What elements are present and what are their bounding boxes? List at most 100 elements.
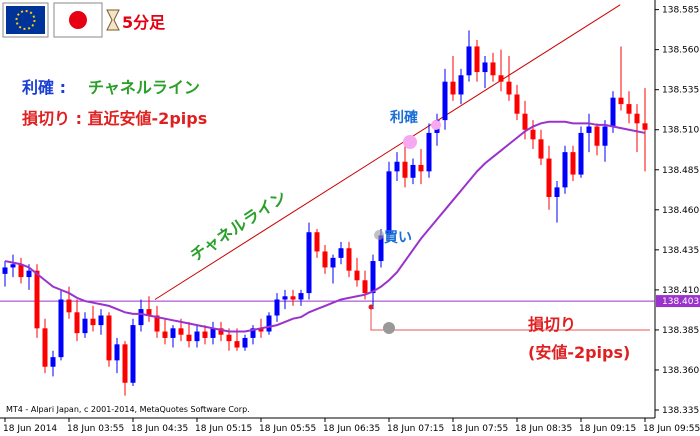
candle-body — [418, 164, 424, 172]
footer: MT4 - Alpari Japan, c 2001-2014, MetaQuo… — [6, 405, 250, 414]
sl-label: 損切り — [528, 315, 576, 334]
tp-point — [431, 120, 441, 130]
candle-body — [546, 158, 552, 197]
y-tick-label: 138.360 — [662, 366, 699, 376]
candle-body — [442, 81, 448, 121]
candle-body — [162, 331, 168, 338]
y-tick-label: 138.435 — [662, 246, 699, 256]
candle-body — [194, 331, 200, 342]
candle-body — [410, 164, 416, 178]
candle-body — [402, 161, 408, 178]
jp-sun — [69, 11, 87, 29]
candle-body — [474, 46, 480, 73]
candle-body — [74, 312, 80, 334]
y-tick-label: 138.510 — [662, 126, 699, 136]
candle-body — [98, 315, 104, 326]
candle-body — [362, 280, 368, 294]
candle-body — [338, 248, 344, 258]
candle-body — [602, 126, 608, 146]
x-tick-label: 18 Jun 04:35 — [131, 424, 188, 434]
candle-body — [562, 152, 568, 188]
candle-body — [34, 270, 40, 329]
y-tick-label: 138.385 — [662, 326, 699, 336]
candle-body — [642, 123, 648, 130]
candle-body — [538, 139, 544, 159]
y-tick-label: 138.410 — [662, 286, 699, 296]
candle-body — [554, 187, 560, 197]
candle-body — [274, 299, 280, 316]
candle-body — [58, 299, 64, 358]
x-tick-label: 18 Jun 09:15 — [579, 424, 636, 434]
candle-body — [322, 251, 328, 268]
candle-body — [178, 328, 184, 335]
candle-body — [114, 344, 120, 361]
channel-line — [154, 4, 621, 300]
candle-body — [130, 325, 136, 383]
candle-body — [258, 328, 264, 332]
candle-body — [330, 257, 336, 268]
x-tick-label: 18 Jun 2014 — [3, 424, 57, 434]
candle-body — [370, 261, 376, 294]
candle-body — [498, 75, 504, 82]
take-profit-label: 利確 : — [22, 78, 66, 97]
y-tick-label: 138.485 — [662, 166, 699, 176]
x-tick-label: 18 Jun 08:35 — [515, 424, 572, 434]
candle-body — [626, 104, 632, 114]
moving-average — [4, 120, 646, 333]
candle-body — [66, 299, 72, 313]
hline-label: 138.403 — [662, 297, 699, 307]
candle-body — [170, 328, 176, 338]
candle-body — [450, 81, 456, 95]
candle-body — [578, 132, 584, 175]
eu-stars — [15, 10, 36, 30]
candle-body — [10, 264, 16, 268]
candle-body — [282, 296, 288, 300]
candle-body — [2, 267, 8, 274]
candle-body — [514, 94, 520, 114]
candle-body — [242, 337, 248, 348]
candle-body — [466, 46, 472, 76]
x-tick-label: 18 Jun 07:15 — [387, 424, 444, 434]
candle-body — [458, 75, 464, 95]
candle-body — [26, 270, 32, 278]
x-tick-label: 18 Jun 09:55 — [643, 424, 700, 434]
stop-rule: 損切り : 直近安値-2pips — [22, 109, 207, 128]
candle-body — [146, 309, 152, 316]
candle-body — [570, 152, 576, 175]
y-tick-label: 138.535 — [662, 86, 699, 96]
candle-body — [82, 318, 88, 334]
candle-body — [314, 232, 320, 252]
candle-body — [586, 126, 592, 133]
candle-body — [18, 264, 24, 278]
candle-body — [506, 81, 512, 95]
stop-line — [370, 307, 650, 331]
candle-body — [426, 132, 432, 172]
y-tick-label: 138.560 — [662, 46, 699, 56]
candle-body — [106, 315, 112, 361]
candle-body — [186, 334, 192, 342]
candle-body — [378, 235, 384, 262]
sl-detail: (安値-2pips) — [528, 343, 630, 362]
y-tick-label: 138.460 — [662, 206, 699, 216]
candle-body — [138, 309, 144, 326]
header-icons — [2, 2, 120, 38]
x-tick-label: 18 Jun 03:55 — [67, 424, 124, 434]
candle-body — [90, 318, 96, 326]
take-profit-rule: チャネルライン — [88, 78, 200, 97]
buy-marker: 買い — [384, 230, 412, 246]
candle-body — [226, 334, 232, 342]
hourglass — [106, 9, 120, 31]
tp-point — [403, 135, 417, 149]
candle-body — [394, 161, 400, 172]
candle-body — [122, 344, 128, 383]
candle-body — [618, 97, 624, 105]
candle-body — [482, 62, 488, 73]
candle-body — [50, 357, 56, 367]
candle-body — [210, 328, 216, 338]
candle-body — [490, 62, 496, 76]
candle-body — [594, 126, 600, 146]
candle-body — [154, 315, 160, 332]
tp-marker: 利確 — [390, 109, 418, 126]
y-tick-label: 138.335 — [662, 406, 699, 416]
